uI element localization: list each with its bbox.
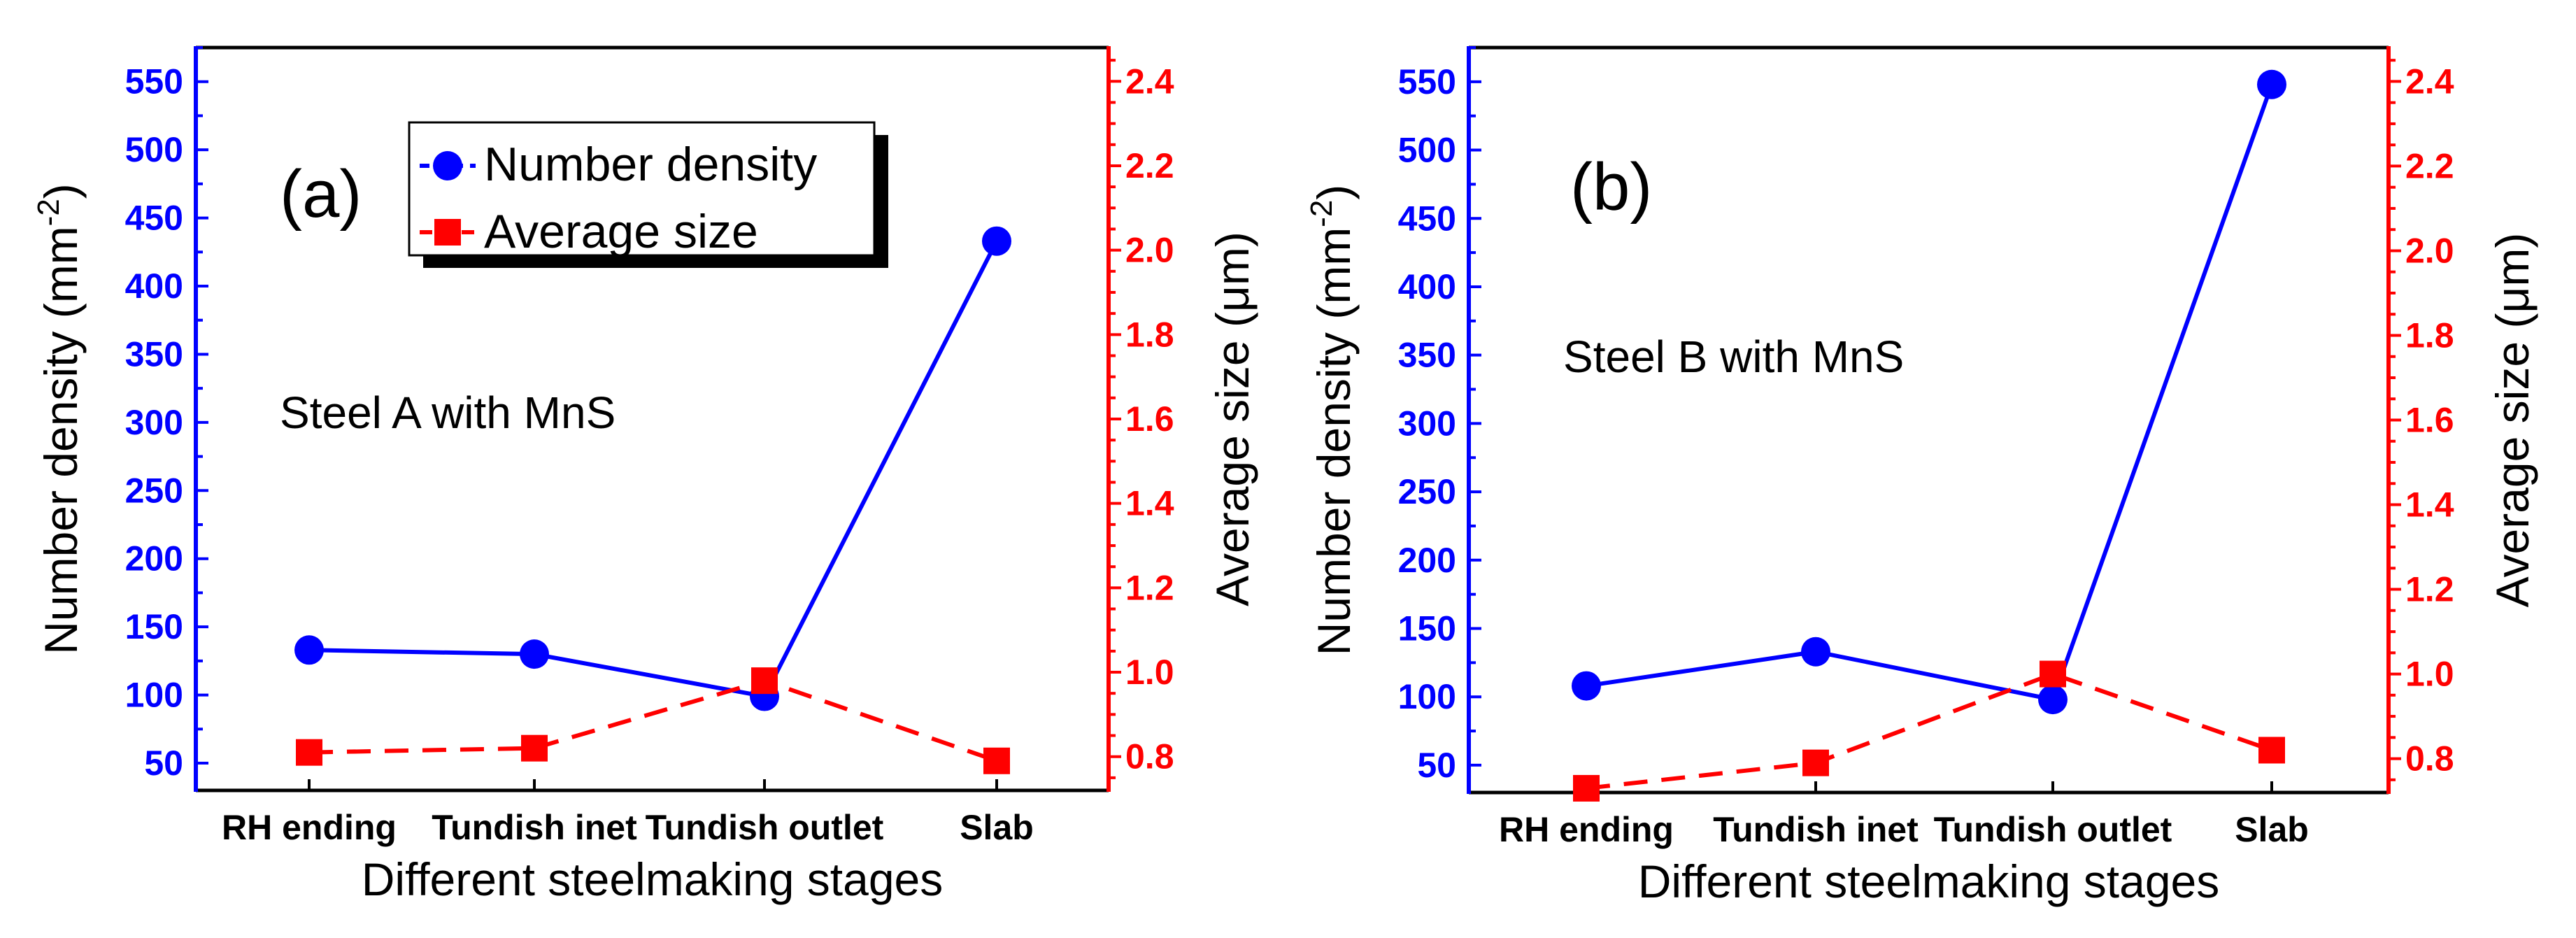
data-point-number-density xyxy=(982,226,1011,256)
data-point-average-size xyxy=(2040,660,2066,688)
data-point-average-size xyxy=(521,734,548,762)
panel-a: 50 100 150 200 250 300 350 400 450 500 550 0.8 1.0 1.… xyxy=(31,45,1258,905)
series-line-number-density xyxy=(1586,83,2274,702)
right-y-axis-title: Average size (μm) xyxy=(2486,233,2538,608)
right-tick-label: 1.4 xyxy=(2405,485,2454,525)
right-y-axis-title: Average size (μm) xyxy=(1207,232,1258,606)
left-tick-label: 400 xyxy=(125,267,183,306)
right-tick-label: 2.4 xyxy=(1125,62,1174,101)
right-tick-label: 0.8 xyxy=(1125,737,1174,776)
series-line-number-density xyxy=(308,240,999,699)
left-tick-label: 150 xyxy=(1398,609,1456,648)
legend-label-average-size: Average size xyxy=(484,205,758,258)
left-tick-label: 200 xyxy=(125,539,183,578)
data-point-average-size xyxy=(1802,749,1829,776)
left-y-axis-title-main: Number density (mm xyxy=(35,226,87,654)
right-tick-label: 1.8 xyxy=(2405,315,2454,355)
panel-label: (b) xyxy=(1570,150,1652,225)
left-tick-label: 400 xyxy=(1398,267,1456,306)
data-point-number-density xyxy=(1801,637,1830,667)
left-tick-label: 150 xyxy=(125,607,183,646)
legend-box xyxy=(408,121,876,257)
right-tick-label: 2.4 xyxy=(2405,62,2454,101)
left-tick-label: 450 xyxy=(1398,199,1456,238)
x-axis-title: Different steelmaking stages xyxy=(1638,855,2220,907)
annotation: Steel A with MnS xyxy=(280,388,615,438)
category-label: Tundish outlet xyxy=(1934,810,2172,849)
right-tick-label: 1.2 xyxy=(2405,570,2454,609)
right-tick-label: 2.2 xyxy=(1125,146,1174,185)
left-y-axis-title: Number density (mm-2) xyxy=(1304,185,1360,656)
left-tick-label: 100 xyxy=(125,676,183,715)
category-label: RH ending xyxy=(1499,810,1674,849)
right-tick-label: 2.0 xyxy=(2405,231,2454,270)
panel-b: 50 100 150 200 250 300 350 400 450 500 550 0.8 1.0 1.… xyxy=(1304,45,2538,907)
right-tick-label: 1.4 xyxy=(1125,484,1174,523)
right-tick-label: 1.0 xyxy=(1125,653,1174,692)
left-tick-label: 350 xyxy=(1398,336,1456,375)
data-point-average-size xyxy=(983,747,1010,774)
left-tick-label: 550 xyxy=(1398,62,1456,101)
right-tick-label: 0.8 xyxy=(2405,739,2454,779)
legend-label-number-density: Number density xyxy=(484,138,817,191)
left-y-axis-title-sup: -2 xyxy=(31,199,66,226)
left-tick-label: 500 xyxy=(125,130,183,169)
right-tick-label: 1.8 xyxy=(1125,315,1174,354)
data-point-number-density xyxy=(520,639,549,669)
left-tick-label: 300 xyxy=(125,403,183,442)
category-label: Tundish inet xyxy=(1713,810,1919,849)
left-tick-label: 250 xyxy=(125,471,183,510)
left-y-axis-title-close: ) xyxy=(35,183,87,199)
series-line-average-size xyxy=(308,678,997,763)
left-y-axis-title: Number density (mm-2) xyxy=(31,183,87,655)
right-tick-label: 1.0 xyxy=(2405,655,2454,694)
left-tick-label: 100 xyxy=(1398,677,1456,716)
data-point-average-size xyxy=(751,667,778,695)
data-point-number-density xyxy=(1572,671,1601,701)
series-line-average-size xyxy=(1586,671,2272,790)
legend-marker-number-density xyxy=(433,151,462,180)
right-tick-label: 1.2 xyxy=(1125,568,1174,607)
left-y-axis-title-sup: -2 xyxy=(1304,200,1339,227)
left-tick-label: 500 xyxy=(1398,131,1456,170)
right-tick-label: 2.0 xyxy=(1125,231,1174,270)
left-tick-label: 450 xyxy=(125,199,183,238)
data-point-average-size xyxy=(2258,737,2285,764)
left-tick-label: 550 xyxy=(125,62,183,101)
legend: Number density Average size xyxy=(408,121,888,268)
category-label: Slab xyxy=(2235,810,2309,849)
right-tick-label: 2.2 xyxy=(2405,146,2454,185)
left-tick-label: 300 xyxy=(1398,404,1456,443)
category-label: Tundish inet xyxy=(432,808,637,847)
left-y-axis-title-close: ) xyxy=(1308,185,1360,200)
x-axis-title: Different steelmaking stages xyxy=(362,853,944,905)
left-tick-label: 250 xyxy=(1398,472,1456,511)
right-tick-label: 1.6 xyxy=(1125,399,1174,439)
panel-label: (a) xyxy=(280,157,362,232)
data-point-number-density xyxy=(2038,685,2068,715)
data-point-average-size xyxy=(296,739,322,766)
annotation: Steel B with MnS xyxy=(1563,332,1904,382)
left-tick-label: 50 xyxy=(1417,746,1456,785)
category-label: Slab xyxy=(960,808,1034,847)
data-point-number-density xyxy=(294,635,324,665)
data-point-average-size xyxy=(1573,774,1600,802)
left-tick-label: 50 xyxy=(144,744,183,783)
left-tick-label: 350 xyxy=(125,334,183,374)
left-y-axis-title-main: Number density (mm xyxy=(1308,227,1360,655)
left-tick-label: 200 xyxy=(1398,541,1456,580)
category-label: Tundish outlet xyxy=(646,808,884,847)
data-point-number-density xyxy=(2257,69,2286,99)
category-label: RH ending xyxy=(222,808,397,847)
legend-marker-average-size xyxy=(434,219,461,246)
right-tick-label: 1.6 xyxy=(2405,401,2454,440)
